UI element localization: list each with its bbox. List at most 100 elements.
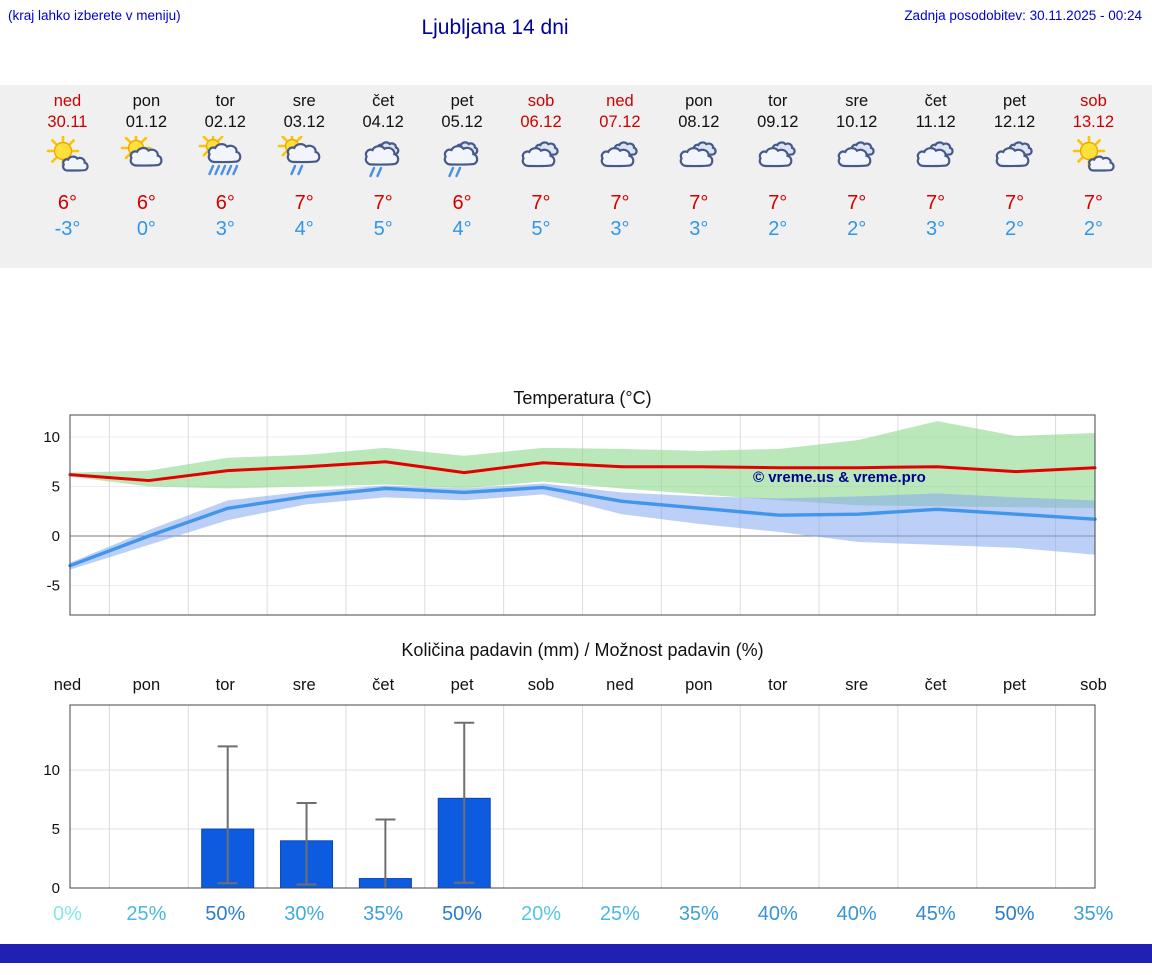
temperature-chart-title: Temperatura (°C) <box>513 388 652 408</box>
sun-small-cloud-icon <box>28 136 107 186</box>
precip-day-label: sre <box>845 676 869 694</box>
precip-day-label: tor <box>768 676 788 694</box>
precip-probability-label: 30% <box>284 903 325 925</box>
day-cell[interactable]: sob 13.12 7° 2° <box>1054 91 1133 240</box>
day-cell[interactable]: sob 06.12 7° 5° <box>502 91 581 240</box>
precipitation-chart-title: Količina padavin (mm) / Možnost padavin … <box>401 640 764 660</box>
precip-probability-label: 25% <box>126 903 167 925</box>
day-cell[interactable]: čet 11.12 7° 3° <box>896 91 975 240</box>
clouds-icon <box>738 136 817 186</box>
day-cell[interactable]: ned 07.12 7° 3° <box>580 91 659 240</box>
day-name-label: sob <box>1080 92 1107 110</box>
min-temperature-label: 3° <box>215 218 235 240</box>
precip-day-label: čet <box>924 676 947 694</box>
svg-text:10: 10 <box>43 429 60 446</box>
max-temperature-label: 7° <box>689 192 709 214</box>
footer-bar <box>0 944 1152 963</box>
day-date-label: 30.11 <box>47 113 88 131</box>
svg-text:5: 5 <box>52 479 60 496</box>
precip-probability-label: 50% <box>442 903 483 925</box>
max-temperature-label: 7° <box>847 192 867 214</box>
clouds-icon <box>975 136 1054 186</box>
day-cell[interactable]: sre 10.12 7° 2° <box>817 91 896 240</box>
max-temperature-label: 7° <box>373 192 393 214</box>
day-date-label: 13.12 <box>1072 113 1115 131</box>
precip-probability-label: 35% <box>678 903 719 925</box>
precip-probability-label: 40% <box>836 903 877 925</box>
max-temperature-label: 7° <box>294 192 314 214</box>
clouds-icon <box>502 136 581 186</box>
day-date-label: 07.12 <box>599 113 641 131</box>
min-temperature-label: 2° <box>1004 218 1025 240</box>
min-temperature-label: 3° <box>689 218 709 240</box>
precip-probability-label: 20% <box>520 903 561 925</box>
precip-probability-label: 40% <box>757 903 798 925</box>
cloud-rain-icon <box>344 136 423 186</box>
sun-rain-heavy-icon <box>186 136 265 186</box>
clouds-icon <box>580 136 659 186</box>
watermark-link[interactable]: © vreme.us & vreme.pro <box>753 469 926 486</box>
svg-text:0: 0 <box>52 528 60 545</box>
clouds-icon <box>659 136 738 186</box>
forecast-strip-inner: ned 30.11 6° -3° pon 01.12 6° 0° tor 02.12 6° 3° sre… <box>28 91 1133 240</box>
sun-behind-cloud-icon <box>107 136 186 186</box>
day-cell[interactable]: ned 30.11 6° -3° <box>28 91 107 240</box>
day-date-label: 03.12 <box>283 113 325 131</box>
last-updated: Zadnja posodobitev: 30.11.2025 - 00:24 <box>904 8 1142 23</box>
precip-probability-label: 50% <box>205 903 246 925</box>
day-date-label: 04.12 <box>362 113 404 131</box>
max-temperature-label: 7° <box>1004 192 1025 214</box>
precip-day-label: ned <box>606 676 634 694</box>
day-date-label: 09.12 <box>757 113 799 131</box>
day-date-label: 10.12 <box>836 113 878 131</box>
day-date-label: 05.12 <box>441 113 483 131</box>
precip-day-label: pet <box>450 676 474 694</box>
precip-day-label: čet <box>372 676 395 694</box>
precip-probability-label: 35% <box>1073 903 1114 925</box>
precip-probability-label: 50% <box>994 903 1035 925</box>
sun-rain-light-icon <box>265 136 344 186</box>
day-name-label: čet <box>372 92 395 110</box>
day-name-label: pon <box>132 92 161 110</box>
day-name-label: ned <box>53 92 82 110</box>
forecast-strip: ned 30.11 6° -3° pon 01.12 6° 0° tor 02.12 6° 3° sre… <box>0 85 1152 268</box>
svg-text:0: 0 <box>52 880 60 897</box>
day-name-label: sre <box>292 92 316 110</box>
min-temperature-label: 3° <box>926 218 946 240</box>
precip-day-label: sre <box>292 676 316 694</box>
day-cell[interactable]: pon 01.12 6° 0° <box>107 91 186 240</box>
precipitation-chart: 0 5 10 <box>43 704 1096 897</box>
precip-day-label: pon <box>132 676 161 694</box>
day-name-label: pet <box>450 92 474 110</box>
precip-day-label: pon <box>685 676 713 694</box>
day-cell[interactable]: pet 05.12 6° 4° <box>423 91 502 240</box>
temperature-chart: -5 0 5 10 <box>43 414 1097 616</box>
precip-probabilities: 0% 25% 50% 30% 35% 50% 20% 25% 35% 40% 40% 45% 50% 35… <box>28 903 1133 926</box>
precip-day-label: sob <box>527 676 555 694</box>
day-date-label: 11.12 <box>915 113 956 131</box>
page-title: Ljubljana 14 dni <box>421 16 569 39</box>
precip-probability-label: 25% <box>599 903 640 925</box>
day-cell[interactable]: čet 04.12 7° 5° <box>344 91 423 240</box>
day-cell[interactable]: tor 02.12 6° 3° <box>186 91 265 240</box>
day-cell[interactable]: sre 03.12 7° 4° <box>265 91 344 240</box>
precip-day-label: sob <box>1080 676 1107 694</box>
precip-probability-label: 45% <box>915 903 956 925</box>
day-cell[interactable]: pon 08.12 7° 3° <box>659 91 738 240</box>
precip-day-label: ned <box>53 676 82 694</box>
max-temperature-label: 6° <box>452 192 472 214</box>
precip-day-label: pet <box>1003 676 1026 694</box>
day-cell[interactable]: tor 09.12 7° 2° <box>738 91 817 240</box>
max-temperature-label: 7° <box>531 192 551 214</box>
precip-day-labels: ned pon tor sre čet pet sob ned pon tor sre čet pet s… <box>28 676 1133 695</box>
precip-probability-label: 0% <box>53 903 82 925</box>
clouds-icon <box>817 136 896 186</box>
day-name-label: sob <box>527 92 555 110</box>
day-name-label: tor <box>215 92 235 110</box>
max-temperature-label: 7° <box>1083 192 1103 214</box>
max-temperature-label: 6° <box>136 192 156 214</box>
sun-small-cloud-icon <box>1054 136 1133 186</box>
day-cell[interactable]: pet 12.12 7° 2° <box>975 91 1054 240</box>
cloud-rain-icon <box>423 136 502 186</box>
day-name-label: sre <box>845 92 869 110</box>
